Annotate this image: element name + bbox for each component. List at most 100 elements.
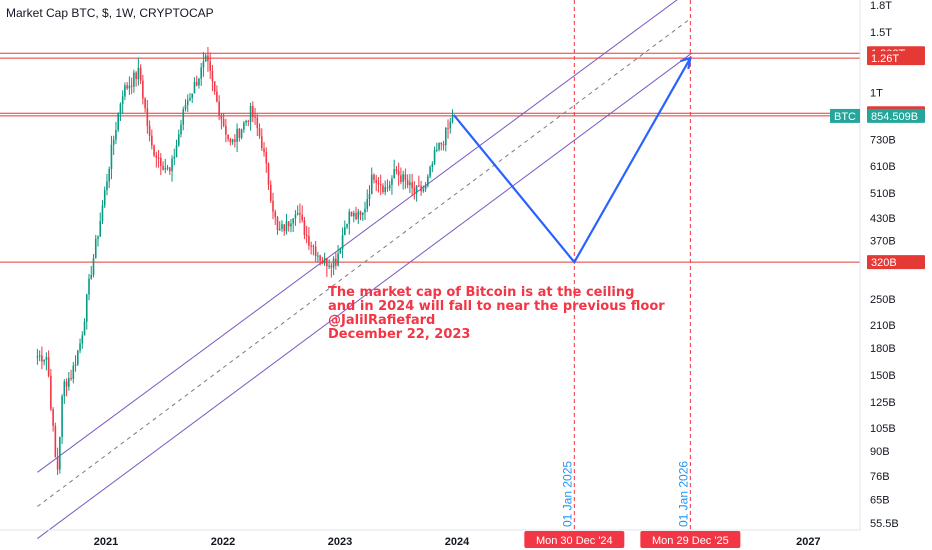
candle-body-155: [384, 187, 386, 193]
candle-body-43: [133, 72, 135, 87]
candle-body-103: [267, 163, 270, 185]
candle-body-74: [202, 61, 205, 68]
candle-body-41: [128, 85, 131, 89]
y-tick-label-5: 510B: [870, 188, 896, 200]
channel-lower-line: [37, 53, 692, 539]
candle-body-167: [411, 182, 413, 189]
candle-body-124: [314, 246, 317, 256]
candle-body-182: [444, 127, 447, 146]
candle-body-36: [117, 113, 119, 130]
candle-body-125: [317, 255, 319, 257]
candle-body-104: [269, 184, 272, 201]
candle-body-176: [431, 163, 434, 167]
candle-body-4: [45, 357, 48, 360]
candle-body-153: [379, 184, 382, 186]
candle-body-10: [59, 437, 61, 470]
candle-body-23: [88, 278, 90, 295]
candle-body-18: [76, 350, 79, 365]
highlighted-date-tag-1: [640, 531, 741, 548]
candle-body-58: [166, 167, 169, 169]
candle-body-17: [74, 364, 77, 366]
y-tick-label-11: 150B: [870, 370, 896, 382]
candle-body-59: [168, 167, 171, 172]
candle-body-39: [124, 85, 126, 97]
channel-upper-line: [37, 0, 678, 473]
candle-body-137: [344, 227, 346, 236]
candle-body-30: [103, 190, 106, 206]
candlestick-series[interactable]: [36, 47, 454, 476]
candle-body-157: [388, 184, 391, 189]
vertical-marker-label-0: 01 Jan 2025: [560, 461, 574, 527]
candle-body-117: [299, 213, 301, 215]
y-tick-label-0: 1.8T: [870, 0, 892, 12]
candle-body-143: [357, 211, 360, 219]
candle-body-14: [68, 378, 70, 387]
candle-body-63: [177, 134, 180, 146]
price-axis-background: [860, 0, 932, 550]
candle-body-114: [292, 218, 294, 224]
time-axis[interactable]: 2021 2022 2023 2024 2027: [0, 529, 860, 548]
candle-body-86: [229, 139, 232, 143]
candle-body-129: [326, 258, 328, 267]
projection-path-line: [452, 57, 692, 265]
candle-body-126: [319, 255, 321, 261]
candle-body-78: [211, 70, 214, 82]
candle-body-147: [366, 199, 369, 209]
candle-body-185: [451, 115, 454, 122]
candle-body-80: [216, 91, 218, 102]
candle-body-51: [151, 135, 153, 146]
candle-body-163: [402, 174, 404, 182]
candle-body-177: [433, 150, 436, 164]
candle-body-56: [162, 165, 164, 170]
candle-body-171: [420, 185, 422, 192]
candle-body-82: [220, 116, 223, 120]
candle-body-174: [427, 176, 429, 186]
candle-body-83: [222, 119, 225, 126]
candle-body-149: [370, 174, 373, 195]
candle-body-62: [175, 145, 178, 157]
candle-body-6: [50, 375, 52, 410]
horizontal-levels: [0, 52, 860, 263]
candle-body-55: [160, 157, 162, 166]
y-tick-label-9: 210B: [870, 320, 896, 332]
candle-body-169: [415, 185, 418, 194]
vertical-marker-label-1: 01 Jan 2026: [676, 461, 690, 527]
candle-body-89: [236, 128, 238, 142]
candle-body-140: [350, 211, 353, 217]
y-tick-label-10: 180B: [870, 343, 896, 355]
candle-body-71: [195, 81, 198, 86]
highlighted-date-tag-0: [524, 531, 625, 548]
x-tick-label-4: 2027: [796, 536, 820, 548]
candle-body-156: [386, 187, 389, 189]
candle-body-172: [422, 189, 425, 192]
y-tick-label-3: 730B: [870, 134, 896, 146]
candle-body-69: [191, 93, 194, 98]
last-price-symbol-tag: [830, 108, 860, 123]
candle-body-122: [310, 245, 312, 247]
candle-body-111: [285, 221, 288, 232]
candle-body-85: [227, 134, 229, 140]
candle-body-2: [41, 355, 43, 362]
candle-body-160: [395, 169, 398, 172]
candle-body-88: [234, 139, 236, 142]
candle-body-49: [146, 108, 149, 126]
candle-body-175: [429, 166, 431, 177]
candle-body-0: [36, 356, 39, 358]
price-axis[interactable]: 1.8T 1.5T 1T 730B 610B 510B 430B 370B 250B 210B 18…: [830, 0, 932, 550]
candle-body-3: [43, 359, 45, 362]
candle-body-151: [375, 180, 378, 184]
x-tick-label-0: 2021: [94, 536, 118, 548]
candle-body-61: [173, 156, 176, 159]
candle-body-179: [438, 143, 440, 150]
candle-body-13: [65, 381, 68, 387]
candle-body-106: [274, 211, 277, 218]
candle-body-164: [404, 174, 407, 181]
candle-body-93: [245, 120, 247, 123]
candle-body-183: [447, 127, 449, 129]
chart-title: Market Cap BTC, $, 1W, CRYPTOCAP: [6, 6, 214, 20]
candle-body-91: [240, 129, 243, 138]
y-tick-label-16: 65B: [870, 494, 890, 506]
candle-body-107: [276, 217, 279, 231]
candle-body-131: [330, 265, 333, 268]
